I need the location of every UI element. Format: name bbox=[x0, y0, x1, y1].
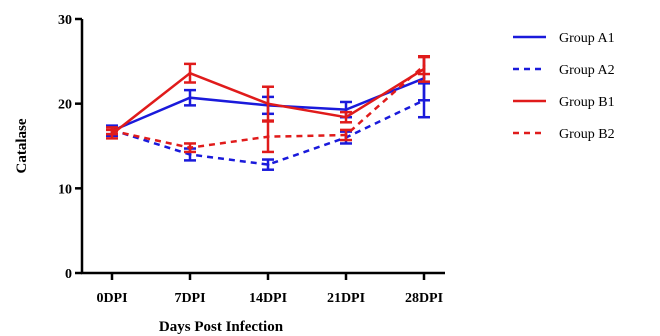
legend-item: Group A1 bbox=[513, 31, 615, 46]
x-ticks: 0DPI 7DPI 14DPI 21DPI 28DPI bbox=[96, 273, 443, 306]
data-point bbox=[266, 135, 270, 139]
y-tick-label: 30 bbox=[58, 13, 72, 28]
legend-label: Group B2 bbox=[559, 127, 615, 142]
data-point bbox=[188, 152, 192, 156]
y-tick-label: 0 bbox=[65, 267, 72, 282]
legend-label: Group B1 bbox=[559, 95, 615, 110]
legend-item: Group A2 bbox=[513, 63, 615, 78]
y-axis-title: Catalase bbox=[14, 118, 30, 173]
y-tick-label: 20 bbox=[58, 98, 72, 113]
series-layer bbox=[106, 55, 430, 171]
x-tick-label: 0DPI bbox=[96, 291, 127, 306]
y-tick-label: 10 bbox=[58, 182, 72, 197]
x-axis-title: Days Post Infection bbox=[159, 319, 284, 335]
data-point bbox=[422, 64, 426, 68]
data-point bbox=[344, 133, 348, 137]
data-point bbox=[110, 129, 114, 133]
data-point bbox=[344, 108, 348, 112]
legend-label: Group A2 bbox=[559, 63, 615, 78]
x-tick-label: 14DPI bbox=[249, 291, 287, 306]
legend-item: Group B1 bbox=[513, 95, 615, 110]
data-point bbox=[188, 71, 192, 75]
data-point bbox=[344, 115, 348, 119]
x-tick-label: 28DPI bbox=[405, 291, 443, 306]
axes bbox=[80, 19, 445, 275]
data-point bbox=[188, 146, 192, 150]
legend-label: Group A1 bbox=[559, 31, 615, 46]
legend-item: Group B2 bbox=[513, 127, 615, 142]
data-point bbox=[422, 98, 426, 102]
data-point bbox=[266, 102, 270, 106]
data-point bbox=[188, 96, 192, 100]
series-group-b2 bbox=[106, 55, 430, 154]
y-ticks: 0 10 20 30 bbox=[58, 13, 82, 282]
x-tick-label: 7DPI bbox=[174, 291, 205, 306]
x-tick-label: 21DPI bbox=[327, 291, 365, 306]
legend: Group A1 Group A2 Group B1 Group B2 bbox=[513, 31, 615, 142]
data-point bbox=[266, 163, 270, 167]
